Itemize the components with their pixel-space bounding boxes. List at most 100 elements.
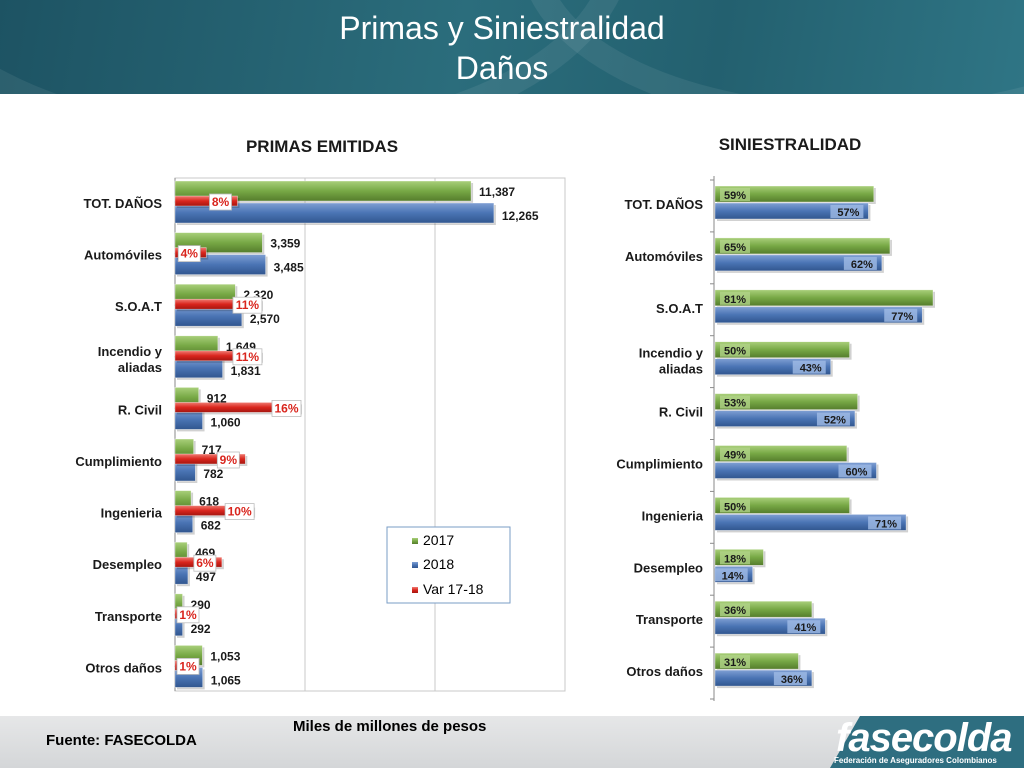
bar-var — [174, 195, 238, 207]
legend-swatch-2017 — [412, 538, 418, 544]
var-label-box — [177, 245, 201, 263]
value-label-bg-2017 — [720, 499, 750, 513]
value-label-2017: 50% — [724, 346, 746, 358]
category-label: Transporte — [95, 609, 162, 624]
chart2-category-labels: TOT. DAÑOS Automóviles S.O.A.T Incendio y al… — [616, 197, 703, 679]
value-label-2018: 36% — [781, 674, 803, 686]
value-label-bg-2018 — [816, 412, 850, 426]
value-label-2017: 912 — [207, 391, 227, 405]
category-label: Otros daños — [626, 664, 703, 679]
category-label: S.O.A.T — [115, 299, 162, 314]
chart1-data-labels: 11,38712,2658%3,3593,4854%2,3202,57011%1… — [176, 185, 539, 687]
value-label-2017: 50% — [724, 501, 746, 513]
value-label-bg-2018 — [884, 308, 918, 322]
value-label-2018: 3,485 — [274, 261, 304, 275]
category-label-line: Incendio y — [639, 346, 704, 361]
header-banner: Primas y Siniestralidad Daños — [0, 0, 1024, 94]
legend-swatch-var — [412, 587, 418, 593]
value-label-2018: 292 — [191, 622, 211, 636]
chart2-grid — [710, 176, 715, 701]
value-label-2017: 65% — [724, 242, 746, 254]
value-label-bg-2018 — [843, 256, 877, 270]
bar-2018 — [714, 514, 907, 531]
value-label-var: 11% — [236, 298, 260, 312]
category-label: Automóviles — [84, 248, 162, 263]
category-label: S.O.A.T — [656, 301, 703, 316]
var-label-box — [232, 348, 263, 366]
value-label-bg-2017 — [720, 447, 750, 461]
value-label-2017: 618 — [199, 495, 219, 509]
page-title: Primas y Siniestralidad — [339, 10, 665, 46]
category-label: Desempleo — [93, 557, 162, 572]
units-label: Miles de millones de pesos — [293, 718, 487, 735]
value-label-bg-2018 — [868, 516, 902, 530]
value-label-2017: 59% — [724, 190, 746, 202]
chart1-category-labels: TOT. DAÑOS Automóviles S.O.A.T Incendio y al… — [75, 196, 162, 675]
category-label: Desempleo — [634, 560, 703, 575]
value-label-2018: 57% — [837, 207, 859, 219]
bar-2018 — [174, 202, 495, 224]
category-label: TOT. DAÑOS — [625, 197, 704, 212]
chart1-legend: 2017 2018 Var 17-18 — [386, 526, 511, 604]
value-label-var: 6% — [196, 556, 214, 570]
value-label-2017: 11,387 — [479, 185, 515, 199]
value-label-bg-2017 — [720, 655, 750, 669]
value-label-bg-2018 — [714, 568, 748, 582]
value-label-2018: 14% — [722, 570, 744, 582]
bar-2017 — [174, 180, 472, 202]
bar-2017 — [714, 237, 891, 255]
chart1-bars — [174, 180, 496, 690]
value-label-2018: 77% — [891, 311, 913, 323]
chart2-data-labels: 59% 57% 65% 62% 81% 77% 50% 43% 53% 52% 49% 60% 50% 7… — [714, 188, 918, 686]
value-label-2018: 60% — [845, 467, 867, 479]
value-label-bg-2018 — [773, 672, 807, 686]
category-label: R. Civil — [659, 405, 703, 420]
value-label-bg-2017 — [720, 551, 750, 565]
value-label-var: 4% — [181, 247, 199, 261]
value-label-2018: 497 — [196, 570, 216, 584]
value-label-2017: 3,359 — [270, 237, 300, 251]
source-label: Fuente: FASECOLDA — [46, 732, 197, 749]
value-label-var: 8% — [212, 195, 230, 209]
category-label: Transporte — [636, 612, 703, 627]
value-label-var: 10% — [228, 505, 252, 519]
chart2-title: SINIESTRALIDAD — [719, 135, 862, 154]
category-label: Ingenieria — [642, 508, 704, 523]
page-subtitle: Daños — [455, 50, 549, 86]
bar-2017 — [714, 393, 858, 410]
value-label-bg-2017 — [720, 188, 750, 201]
value-label-bg-2017 — [720, 603, 750, 617]
value-label-2018: 1,831 — [231, 364, 261, 378]
bar-2017 — [714, 185, 875, 203]
value-label-2017: 18% — [724, 553, 746, 565]
category-label-line: Incendio y — [98, 344, 163, 359]
chart1-grid — [174, 177, 566, 692]
fasecolda-logo-subtitle: Federación de Aseguradores Colombianos — [834, 756, 997, 765]
bar-2018 — [714, 202, 869, 220]
var-label-box — [176, 658, 200, 675]
value-label-2018: 62% — [851, 259, 873, 271]
var-label-box — [271, 399, 302, 417]
bar-2018 — [714, 462, 877, 479]
value-label-bg-2018 — [830, 205, 864, 218]
value-label-2018: 52% — [824, 415, 846, 427]
value-label-2018: 43% — [800, 363, 822, 375]
value-label-bg-2017 — [720, 395, 750, 409]
bar-2017 — [714, 289, 934, 307]
category-label: Incendio y aliadas — [98, 344, 163, 375]
bar-2018 — [714, 306, 923, 324]
category-label: R. Civil — [118, 402, 162, 417]
value-label-2018: 1,065 — [211, 673, 241, 687]
value-label-2018: 782 — [203, 467, 223, 481]
category-label: Ingenieria — [101, 506, 163, 521]
legend-label-2017: 2017 — [423, 532, 454, 548]
value-label-2017: 36% — [724, 605, 746, 617]
value-label-bg-2017 — [720, 343, 750, 357]
value-label-bg-2018 — [792, 360, 826, 374]
value-label-2017: 53% — [724, 398, 746, 410]
chart1-title: PRIMAS EMITIDAS — [246, 137, 398, 156]
value-label-2017: 31% — [724, 657, 746, 669]
value-label-2018: 682 — [201, 519, 221, 533]
value-label-2018: 41% — [794, 622, 816, 634]
